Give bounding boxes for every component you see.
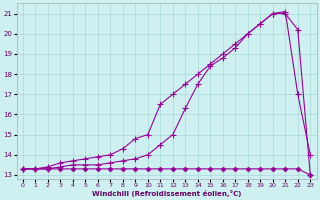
X-axis label: Windchill (Refroidissement éolien,°C): Windchill (Refroidissement éolien,°C) [92,190,241,197]
